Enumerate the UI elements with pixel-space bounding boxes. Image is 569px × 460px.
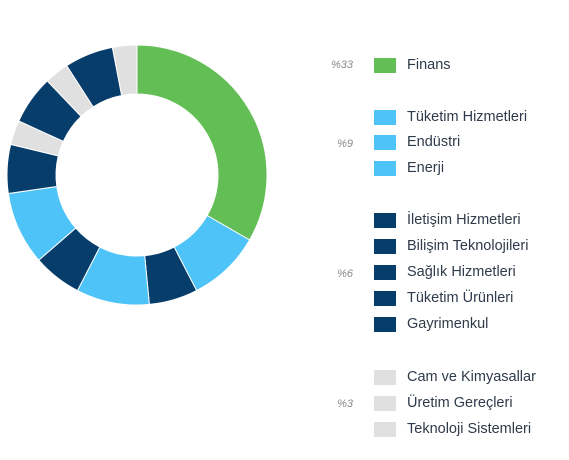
legend-swatch	[374, 134, 396, 150]
legend-item: Cam ve Kimyasallar	[374, 368, 536, 386]
legend-swatch	[374, 57, 396, 73]
legend-item: Tüketim Hizmetleri	[374, 108, 527, 126]
legend-swatch	[374, 290, 396, 306]
legend-label: Cam ve Kimyasallar	[407, 369, 536, 385]
legend-swatch	[374, 369, 396, 385]
legend-swatch	[374, 212, 396, 228]
legend-item: Teknoloji Sistemleri	[374, 420, 531, 438]
legend-item: Enerji	[374, 159, 444, 177]
donut-slice-1	[136, 44, 268, 241]
legend-item: Üretim Gereçleri	[374, 394, 513, 412]
legend-group-percent: %6	[337, 268, 353, 280]
legend-label: Endüstri	[407, 134, 461, 150]
legend-label: Teknoloji Sistemleri	[407, 421, 532, 437]
legend-swatch	[374, 421, 396, 437]
legend-swatch	[374, 264, 396, 280]
legend-item: Bilişim Teknolojileri	[374, 237, 528, 255]
legend-swatch	[374, 238, 396, 254]
legend-label: Gayrimenkul	[407, 316, 489, 332]
legend-label: Üretim Gereçleri	[407, 395, 513, 411]
legend-label: Bilişim Teknolojileri	[407, 238, 529, 254]
donut-slice-12	[111, 44, 138, 97]
legend-item: Finans	[374, 56, 451, 74]
legend-item: Endüstri	[374, 133, 460, 151]
legend-item: Gayrimenkul	[374, 315, 488, 333]
legend-swatch	[374, 316, 396, 332]
legend-label: Tüketim Ürünleri	[407, 290, 514, 306]
legend-label: Sağlık Hizmetleri	[407, 264, 516, 280]
legend-swatch	[374, 395, 396, 411]
legend-group-percent: %33	[330, 59, 353, 71]
legend-item: Sağlık Hizmetleri	[374, 263, 516, 281]
donut-chart	[6, 44, 268, 306]
legend-label: Finans	[407, 57, 451, 73]
legend-label: İletişim Hizmetleri	[407, 212, 521, 228]
legend-label: Tüketim Hizmetleri	[407, 109, 528, 125]
legend-group-percent: %9	[337, 138, 353, 150]
legend-group-percent: %3	[337, 398, 353, 410]
legend-item: İletişim Hizmetleri	[374, 211, 521, 229]
legend-swatch	[374, 160, 396, 176]
legend-label: Enerji	[407, 160, 445, 176]
legend-item: Tüketim Ürünleri	[374, 289, 513, 307]
legend-swatch	[374, 109, 396, 125]
